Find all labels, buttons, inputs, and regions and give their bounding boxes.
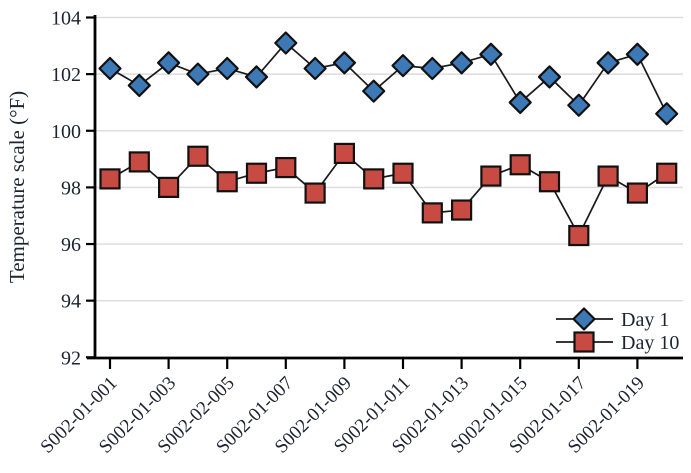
y-axis-title: Temperature scale (°F) xyxy=(5,91,29,283)
data-point-day-10 xyxy=(128,151,150,173)
data-point-day-10 xyxy=(509,154,531,176)
data-point-day-1 xyxy=(420,56,444,81)
data-point-day-1 xyxy=(127,73,151,98)
data-point-day-1 xyxy=(625,42,649,66)
data-point-day-10 xyxy=(656,162,678,184)
data-point-day-10 xyxy=(245,162,268,184)
data-point-day-10 xyxy=(333,142,355,165)
data-point-day-1 xyxy=(508,90,532,115)
data-point-day-1 xyxy=(157,51,181,75)
y-tick-label: 102 xyxy=(51,64,81,86)
data-point-day-1 xyxy=(450,51,474,75)
data-point-day-10 xyxy=(421,202,443,224)
data-point-day-1 xyxy=(479,42,503,66)
data-point-day-1 xyxy=(655,102,679,126)
data-point-day-10 xyxy=(363,168,385,190)
data-point-day-10 xyxy=(597,165,619,187)
legend-item-day-1: Day 1 xyxy=(556,307,669,331)
data-point-day-10 xyxy=(304,182,326,204)
data-point-day-10 xyxy=(626,182,649,204)
y-tick-label: 96 xyxy=(61,234,81,256)
legend-item-day-10: Day 10 xyxy=(556,331,679,354)
data-point-day-1 xyxy=(332,51,356,75)
y-tick-label: 104 xyxy=(51,8,81,30)
data-point-day-10 xyxy=(158,176,180,198)
data-point-day-1 xyxy=(215,56,239,81)
data-point-day-10 xyxy=(392,162,414,184)
data-point-day-10 xyxy=(538,171,561,193)
square-legend-icon xyxy=(573,331,595,353)
y-tick-label: 92 xyxy=(61,347,81,369)
data-point-day-10 xyxy=(480,165,502,187)
legend-label: Day 10 xyxy=(621,332,679,354)
data-point-day-10 xyxy=(275,156,297,179)
legend-label: Day 1 xyxy=(621,309,669,331)
data-point-day-1 xyxy=(186,62,210,86)
data-point-day-1 xyxy=(391,54,415,78)
data-point-day-1 xyxy=(596,51,620,75)
y-tick-label: 100 xyxy=(51,121,81,143)
data-point-day-10 xyxy=(216,171,238,193)
data-point-day-1 xyxy=(362,79,386,103)
diamond-legend-icon xyxy=(572,307,596,331)
data-point-day-10 xyxy=(451,199,473,221)
data-point-day-1 xyxy=(98,56,122,81)
data-point-day-10 xyxy=(568,224,590,247)
data-point-day-10 xyxy=(99,168,121,190)
y-tick-label: 98 xyxy=(61,177,81,199)
data-point-day-1 xyxy=(567,93,591,117)
data-point-day-1 xyxy=(537,65,562,89)
data-point-day-1 xyxy=(303,56,327,81)
data-point-day-10 xyxy=(187,145,209,167)
y-tick-label: 94 xyxy=(61,291,81,313)
data-point-day-1 xyxy=(274,31,298,55)
data-point-day-1 xyxy=(244,65,269,89)
